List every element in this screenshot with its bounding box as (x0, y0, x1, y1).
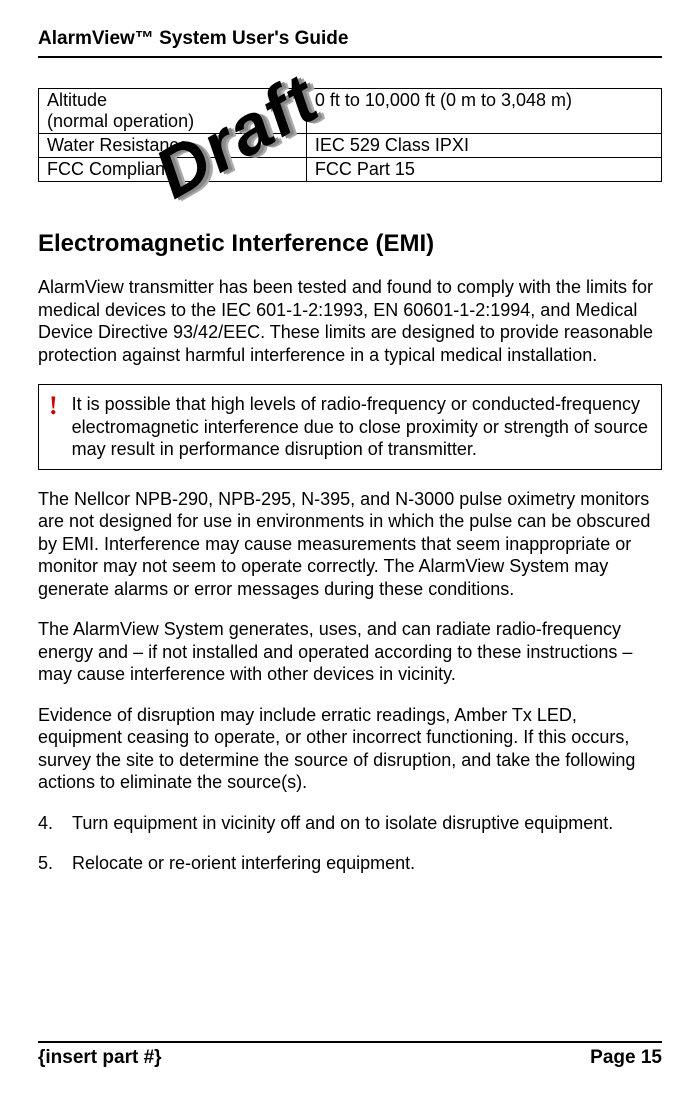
cell-label: FCC Compliant (39, 158, 307, 182)
footer-page-number: Page 15 (590, 1047, 662, 1069)
footer-part-number: {insert part #} (38, 1047, 162, 1069)
paragraph: The Nellcor NPB-290, NPB-295, N-395, and… (38, 488, 662, 601)
list-item: 4. Turn equipment in vicinity off and on… (38, 812, 662, 835)
list-text: Turn equipment in vicinity off and on to… (72, 812, 613, 835)
cell-label: Altitude(normal operation) (39, 89, 307, 134)
title-underline (38, 56, 662, 58)
list-number: 5. (38, 852, 72, 875)
table-row: Water Resistance IEC 529 Class IPXI (39, 134, 662, 158)
list-number: 4. (38, 812, 72, 835)
list-item: 5. Relocate or re-orient interfering equ… (38, 852, 662, 875)
paragraph: The AlarmView System generates, uses, an… (38, 618, 662, 686)
table-row: Altitude(normal operation) 0 ft to 10,00… (39, 89, 662, 134)
cell-label: Water Resistance (39, 134, 307, 158)
specification-table: Altitude(normal operation) 0 ft to 10,00… (38, 88, 662, 182)
paragraph: AlarmView transmitter has been tested an… (38, 276, 662, 366)
list-text: Relocate or re-orient interfering equipm… (72, 852, 415, 875)
page-footer: {insert part #} Page 15 (38, 1041, 662, 1069)
warning-box: ! It is possible that high levels of rad… (38, 384, 662, 470)
section-heading: Electromagnetic Interference (EMI) (38, 230, 662, 258)
footer-divider (38, 1041, 662, 1043)
warning-icon: ! (49, 393, 58, 419)
paragraph: Evidence of disruption may include errat… (38, 704, 662, 794)
cell-value: FCC Part 15 (306, 158, 661, 182)
cell-value: 0 ft to 10,000 ft (0 m to 3,048 m) (306, 89, 661, 134)
document-title: AlarmView™ System User's Guide (38, 28, 662, 50)
table-row: FCC Compliant FCC Part 15 (39, 158, 662, 182)
cell-value: IEC 529 Class IPXI (306, 134, 661, 158)
warning-text: It is possible that high levels of radio… (72, 393, 651, 461)
